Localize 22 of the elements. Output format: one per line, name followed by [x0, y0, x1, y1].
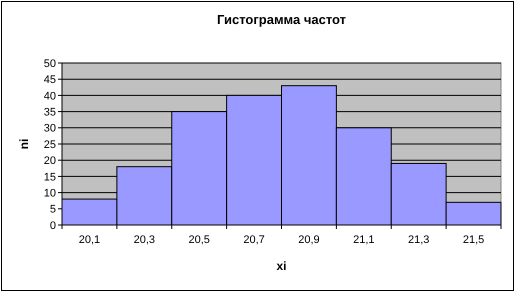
x-tick-label: 21,3 [408, 234, 430, 246]
y-tick-label: 5 [50, 204, 56, 216]
y-tick-label: 20 [44, 155, 56, 168]
x-tick-label: 20,1 [78, 234, 100, 246]
chart-title: Гистограмма частот [216, 12, 346, 27]
y-tick-label: 40 [44, 90, 56, 102]
y-tick-label: 0 [50, 220, 56, 232]
x-tick-label: 20,3 [134, 234, 156, 246]
y-tick-label: 25 [44, 138, 56, 151]
x-tick-label: 20,7 [243, 234, 265, 246]
y-tick-label: 15 [44, 171, 56, 184]
y-tick-label: 30 [44, 122, 56, 135]
x-tick-label: 21,5 [462, 234, 484, 246]
y-tick-label: 45 [44, 74, 56, 86]
x-tick-label: 21,1 [353, 234, 375, 246]
y-tick-label: 50 [44, 58, 56, 70]
y-tick-label: 35 [44, 106, 56, 118]
x-axis-title: xi [276, 259, 287, 273]
y-axis-title: ni [17, 138, 31, 150]
x-tick-label: 20,9 [298, 234, 320, 246]
x-tick-label: 20,5 [188, 234, 210, 246]
y-tick-label: 10 [44, 187, 56, 200]
